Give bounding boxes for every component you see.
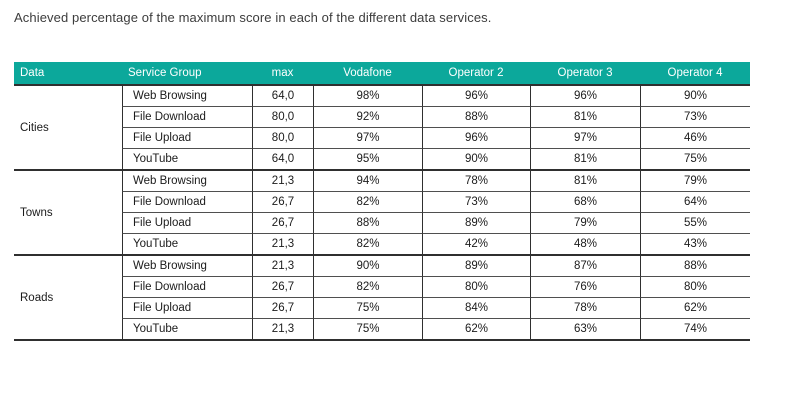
service-cell: Web Browsing <box>122 256 252 277</box>
value-cell: 78% <box>530 298 640 319</box>
value-cell: 98% <box>313 86 422 107</box>
value-cell: 75% <box>640 149 750 169</box>
value-cell: 84% <box>422 298 530 319</box>
header-cell-service-group: Service Group <box>128 67 202 79</box>
value-cell: 80% <box>640 277 750 298</box>
value-cell: 75% <box>313 298 422 319</box>
value-cell: 79% <box>530 213 640 234</box>
table-group-roads: Roads Web Browsing 21,3 90% 89% 87% 88% … <box>14 256 750 341</box>
value-cell: 81% <box>530 149 640 169</box>
max-cell: 21,3 <box>252 256 313 277</box>
value-cell: 64% <box>640 192 750 213</box>
value-cell: 43% <box>640 234 750 254</box>
value-cell: 97% <box>313 128 422 149</box>
header-cell-operator-4: Operator 4 <box>667 67 723 79</box>
max-cell: 26,7 <box>252 213 313 234</box>
value-cell: 89% <box>422 256 530 277</box>
header-cell-data: Data <box>20 67 45 79</box>
value-cell: 68% <box>530 192 640 213</box>
service-cell: YouTube <box>122 149 252 169</box>
max-cell: 26,7 <box>252 192 313 213</box>
value-cell: 79% <box>640 171 750 192</box>
value-cell: 88% <box>640 256 750 277</box>
service-cell: File Download <box>122 277 252 298</box>
service-cell: File Upload <box>122 213 252 234</box>
value-cell: 96% <box>422 86 530 107</box>
max-cell: 26,7 <box>252 277 313 298</box>
value-cell: 96% <box>422 128 530 149</box>
value-cell: 90% <box>640 86 750 107</box>
value-cell: 73% <box>640 107 750 128</box>
value-cell: 87% <box>530 256 640 277</box>
value-cell: 80% <box>422 277 530 298</box>
table-header-row: Data Service Group max Vodafone Operator… <box>14 62 750 86</box>
value-cell: 42% <box>422 234 530 254</box>
group-label: Roads <box>20 291 54 304</box>
table-group-towns: Towns Web Browsing 21,3 94% 78% 81% 79% … <box>14 171 750 256</box>
value-cell: 62% <box>422 319 530 339</box>
value-cell: 95% <box>313 149 422 169</box>
table-group-cities: Cities Web Browsing 64,0 98% 96% 96% 90%… <box>14 86 750 171</box>
max-cell: 21,3 <box>252 234 313 254</box>
max-cell: 26,7 <box>252 298 313 319</box>
service-cell: Web Browsing <box>122 171 252 192</box>
group-label: Towns <box>20 206 53 219</box>
header-cell-operator-3: Operator 3 <box>557 67 613 79</box>
value-cell: 74% <box>640 319 750 339</box>
max-cell: 64,0 <box>252 149 313 169</box>
header-cell-max: max <box>271 67 294 79</box>
max-cell: 80,0 <box>252 128 313 149</box>
value-cell: 73% <box>422 192 530 213</box>
data-services-table: Data Service Group max Vodafone Operator… <box>14 62 750 341</box>
header-cell-vodafone: Vodafone <box>343 67 392 79</box>
service-cell: File Upload <box>122 128 252 149</box>
value-cell: 48% <box>530 234 640 254</box>
value-cell: 88% <box>422 107 530 128</box>
service-cell: YouTube <box>122 319 252 339</box>
value-cell: 76% <box>530 277 640 298</box>
max-cell: 80,0 <box>252 107 313 128</box>
max-cell: 21,3 <box>252 319 313 339</box>
value-cell: 46% <box>640 128 750 149</box>
value-cell: 97% <box>530 128 640 149</box>
value-cell: 78% <box>422 171 530 192</box>
value-cell: 55% <box>640 213 750 234</box>
value-cell: 82% <box>313 277 422 298</box>
value-cell: 82% <box>313 192 422 213</box>
value-cell: 81% <box>530 171 640 192</box>
max-cell: 21,3 <box>252 171 313 192</box>
page-title: Achieved percentage of the maximum score… <box>14 10 492 25</box>
value-cell: 82% <box>313 234 422 254</box>
value-cell: 92% <box>313 107 422 128</box>
value-cell: 63% <box>530 319 640 339</box>
service-cell: Web Browsing <box>122 86 252 107</box>
max-cell: 64,0 <box>252 86 313 107</box>
value-cell: 90% <box>422 149 530 169</box>
group-label: Cities <box>20 121 49 134</box>
value-cell: 81% <box>530 107 640 128</box>
value-cell: 94% <box>313 171 422 192</box>
service-cell: File Upload <box>122 298 252 319</box>
service-cell: File Download <box>122 107 252 128</box>
service-cell: File Download <box>122 192 252 213</box>
value-cell: 75% <box>313 319 422 339</box>
value-cell: 96% <box>530 86 640 107</box>
value-cell: 89% <box>422 213 530 234</box>
value-cell: 90% <box>313 256 422 277</box>
service-cell: YouTube <box>122 234 252 254</box>
value-cell: 88% <box>313 213 422 234</box>
value-cell: 62% <box>640 298 750 319</box>
header-cell-operator-2: Operator 2 <box>448 67 504 79</box>
